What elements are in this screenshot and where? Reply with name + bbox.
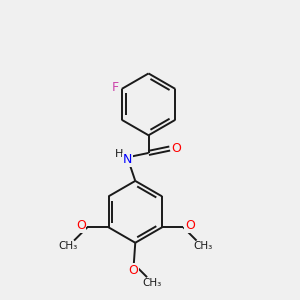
Text: CH₃: CH₃	[143, 278, 162, 288]
Text: N: N	[123, 153, 132, 166]
Text: CH₃: CH₃	[194, 242, 213, 251]
Text: O: O	[76, 219, 86, 232]
Text: F: F	[112, 81, 119, 94]
Text: O: O	[185, 219, 195, 232]
Text: O: O	[171, 142, 181, 155]
Text: CH₃: CH₃	[58, 242, 77, 251]
Text: O: O	[128, 264, 138, 277]
Text: H: H	[115, 149, 123, 159]
